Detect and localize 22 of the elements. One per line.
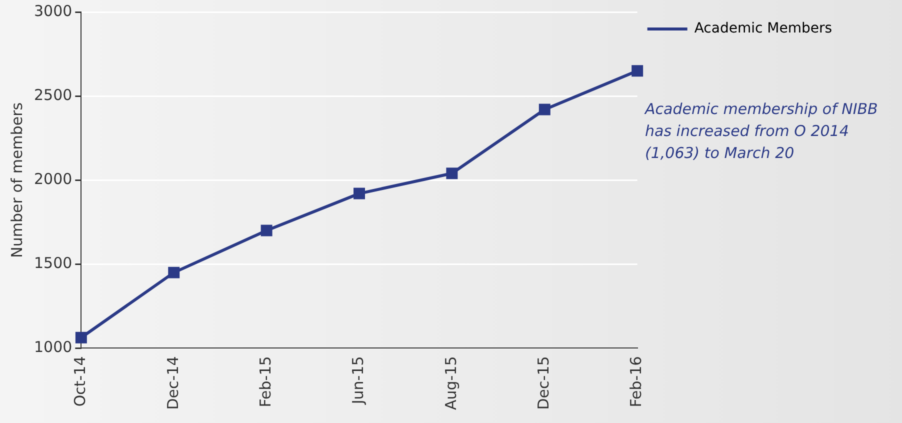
- point: [168, 266, 180, 278]
- y-tick-label: 2000: [34, 170, 72, 188]
- x-tick-label: Aug-15: [442, 356, 460, 410]
- point: [260, 224, 272, 236]
- y-axis-title: Number of members: [8, 102, 26, 258]
- text: Academic membership of NIBB has increased from O 2014 (1,063) to March 20: [645, 99, 879, 164]
- point: [538, 104, 550, 116]
- x-tick-label: Dec-15: [534, 356, 553, 410]
- x-tick-label: Feb-15: [256, 356, 274, 408]
- y-tick-label: 3000: [34, 2, 72, 20]
- x-tick-label: Jun-15: [349, 356, 368, 406]
- point: [446, 168, 458, 180]
- point: [75, 332, 87, 344]
- x-tick-label: Feb-16: [627, 356, 646, 408]
- y-tick-label: 2500: [34, 86, 72, 104]
- point: [632, 65, 644, 77]
- y-tick-label: 1500: [34, 254, 72, 272]
- legend-label: Academic Members: [694, 20, 832, 37]
- y-tick-label: 1000: [34, 338, 72, 356]
- x-tick-label: Dec-14: [164, 356, 182, 410]
- x-tick-label: Oct-14: [71, 356, 90, 407]
- point: [354, 188, 365, 200]
